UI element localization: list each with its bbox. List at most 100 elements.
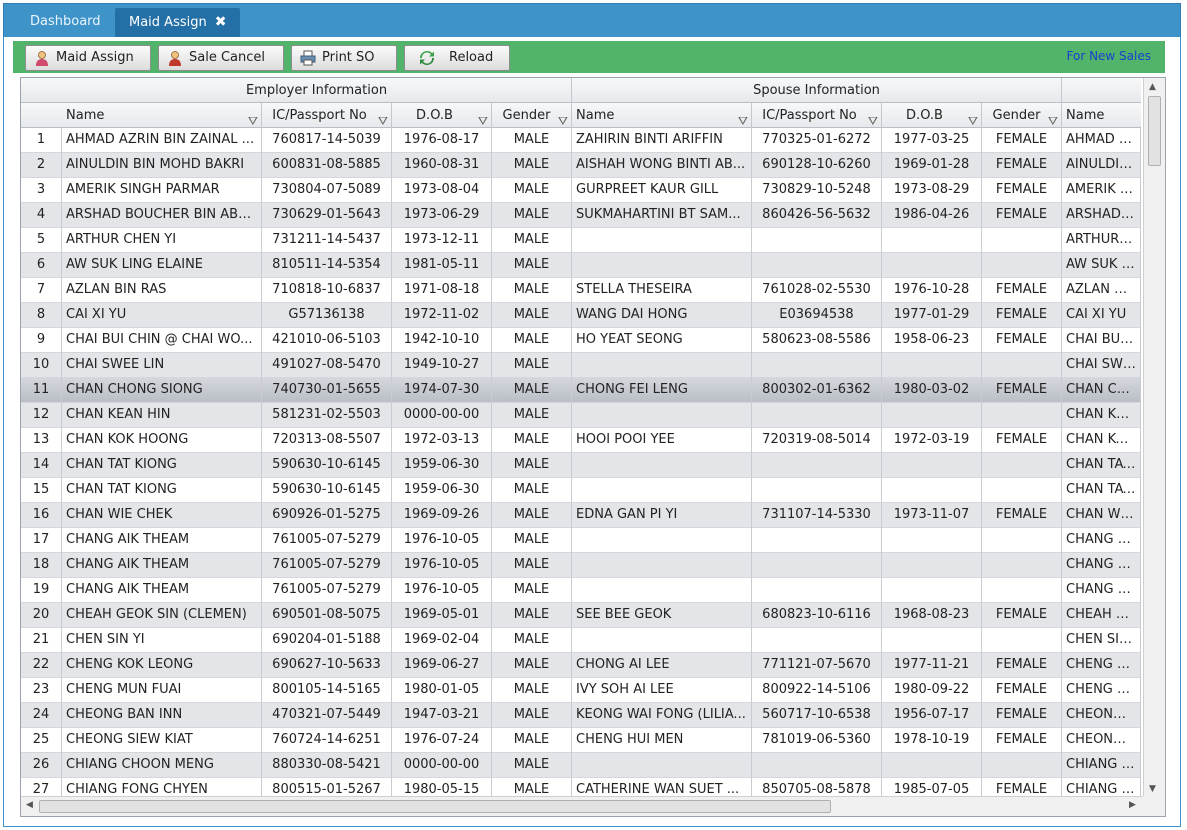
table-row[interactable]: 16 CHAN WIE CHEK 690926-01-5275 1969-09-26 M… <box>21 503 1141 528</box>
cell-s-ic[interactable]: 761028-02-5530 <box>752 278 882 303</box>
cell-dob[interactable]: 1976-10-05 <box>392 528 492 553</box>
filter-icon[interactable]: ⛛ <box>967 114 978 128</box>
cell-no[interactable]: 8 <box>21 303 62 328</box>
cell-s-name[interactable]: CHENG HUI MEN <box>572 728 752 753</box>
cell-dob[interactable]: 1980-01-05 <box>392 678 492 703</box>
cell-s-name[interactable]: WANG DAI HONG <box>572 303 752 328</box>
cell-s-name[interactable] <box>572 403 752 428</box>
cell-ic[interactable]: 690627-10-5633 <box>262 653 392 678</box>
cell-s-name[interactable]: EDNA GAN PI YI <box>572 503 752 528</box>
cell-s-ic[interactable] <box>752 453 882 478</box>
cell-dob[interactable]: 1972-03-13 <box>392 428 492 453</box>
cell-dob[interactable]: 0000-00-00 <box>392 753 492 778</box>
cell-s-dob[interactable] <box>882 553 982 578</box>
table-row[interactable]: 11 CHAN CHONG SIONG 740730-01-5655 1974-07-… <box>21 378 1141 403</box>
scroll-down-icon[interactable]: ▼ <box>1149 784 1156 794</box>
cell-ic[interactable]: 710818-10-6837 <box>262 278 392 303</box>
cell-gender[interactable]: MALE <box>492 353 572 378</box>
cell-x-name[interactable]: CHEONG SIE <box>1062 728 1141 753</box>
cell-s-ic[interactable] <box>752 553 882 578</box>
cell-gender[interactable]: MALE <box>492 703 572 728</box>
cell-s-ic[interactable] <box>752 578 882 603</box>
table-row[interactable]: 18 CHANG AIK THEAM 761005-07-5279 1976-10-0… <box>21 553 1141 578</box>
column-header-gender[interactable]: Gender ⛛ <box>492 103 572 128</box>
cell-no[interactable]: 1 <box>21 128 62 153</box>
cell-no[interactable]: 16 <box>21 503 62 528</box>
cell-x-name[interactable]: AMERIK SIN <box>1062 178 1141 203</box>
cell-ic[interactable]: 600831-08-5885 <box>262 153 392 178</box>
table-row[interactable]: 20 CHEAH GEOK SIN (CLEMEN) 690501-08-5075 1… <box>21 603 1141 628</box>
cell-gender[interactable]: MALE <box>492 228 572 253</box>
cell-s-name[interactable] <box>572 253 752 278</box>
cell-name[interactable]: CHANG AIK THEAM <box>62 528 262 553</box>
cell-x-name[interactable]: CHAI BUI CI <box>1062 328 1141 353</box>
cell-name[interactable]: CHAN CHONG SIONG <box>62 378 262 403</box>
cell-x-name[interactable]: CHAN TAT K <box>1062 453 1141 478</box>
cell-s-gender[interactable] <box>982 553 1062 578</box>
table-row[interactable]: 4 ARSHAD BOUCHER BIN ABD... 730629-01-5643… <box>21 203 1141 228</box>
cell-s-name[interactable]: IVY SOH AI LEE <box>572 678 752 703</box>
cell-x-name[interactable]: CHENG KOK <box>1062 653 1141 678</box>
cell-ic[interactable]: 470321-07-5449 <box>262 703 392 728</box>
cell-no[interactable]: 5 <box>21 228 62 253</box>
cell-s-dob[interactable]: 1958-06-23 <box>882 328 982 353</box>
cell-x-name[interactable]: CHEAH GEO <box>1062 603 1141 628</box>
cell-dob[interactable]: 1972-11-02 <box>392 303 492 328</box>
table-row[interactable]: 2 AINULDIN BIN MOHD BAKRI 600831-08-5885 19… <box>21 153 1141 178</box>
cell-name[interactable]: CHENG KOK LEONG <box>62 653 262 678</box>
cell-s-dob[interactable] <box>882 353 982 378</box>
scroll-right-icon[interactable]: ▶ <box>1129 800 1136 810</box>
cell-dob[interactable]: 1976-07-24 <box>392 728 492 753</box>
cell-s-name[interactable] <box>572 628 752 653</box>
cell-s-ic[interactable]: 800922-14-5106 <box>752 678 882 703</box>
cell-gender[interactable]: MALE <box>492 478 572 503</box>
cell-ic[interactable]: 760724-14-6251 <box>262 728 392 753</box>
cell-no[interactable]: 14 <box>21 453 62 478</box>
scroll-left-icon[interactable]: ◀ <box>26 800 33 810</box>
cell-gender[interactable]: MALE <box>492 553 572 578</box>
cell-s-gender[interactable]: FEMALE <box>982 728 1062 753</box>
filter-icon[interactable]: ⛛ <box>247 114 258 128</box>
cell-s-name[interactable]: ZAHIRIN BINTI ARIFFIN <box>572 128 752 153</box>
cell-s-name[interactable] <box>572 753 752 778</box>
cell-s-gender[interactable] <box>982 403 1062 428</box>
cell-dob[interactable]: 1959-06-30 <box>392 453 492 478</box>
cell-ic[interactable]: 690501-08-5075 <box>262 603 392 628</box>
cell-s-ic[interactable]: 860426-56-5632 <box>752 203 882 228</box>
filter-icon[interactable]: ⛛ <box>737 114 748 128</box>
cell-dob[interactable]: 1969-06-27 <box>392 653 492 678</box>
cell-name[interactable]: CHAN KOK HOONG <box>62 428 262 453</box>
filter-icon[interactable]: ⛛ <box>477 114 488 128</box>
cell-s-name[interactable] <box>572 228 752 253</box>
cell-ic[interactable]: 810511-14-5354 <box>262 253 392 278</box>
cell-s-ic[interactable] <box>752 353 882 378</box>
cell-s-gender[interactable]: FEMALE <box>982 203 1062 228</box>
cell-s-gender[interactable] <box>982 353 1062 378</box>
table-row[interactable]: 5 ARTHUR CHEN YI 731211-14-5437 1973-12-11 M… <box>21 228 1141 253</box>
column-header-extra-name[interactable]: Name <box>1062 103 1141 128</box>
cell-s-gender[interactable] <box>982 478 1062 503</box>
maid-assign-button[interactable]: Maid Assign <box>25 45 151 71</box>
cell-ic[interactable]: 690204-01-5188 <box>262 628 392 653</box>
cell-x-name[interactable]: AW SUK LIN <box>1062 253 1141 278</box>
cell-name[interactable]: CHAN TAT KIONG <box>62 453 262 478</box>
cell-s-name[interactable]: CHONG AI LEE <box>572 653 752 678</box>
cell-s-dob[interactable]: 1956-07-17 <box>882 703 982 728</box>
cell-x-name[interactable]: AHMAD AZR <box>1062 128 1141 153</box>
cell-s-gender[interactable] <box>982 753 1062 778</box>
cell-s-name[interactable]: SUKMAHARTINI BT SAM... <box>572 203 752 228</box>
cell-gender[interactable]: MALE <box>492 303 572 328</box>
cell-no[interactable]: 15 <box>21 478 62 503</box>
cell-x-name[interactable]: CHANG AIK <box>1062 578 1141 603</box>
cell-name[interactable]: CHIANG FONG CHYEN <box>62 778 262 798</box>
cell-s-dob[interactable]: 1978-10-19 <box>882 728 982 753</box>
column-header-ic[interactable]: IC/Passport No ⛛ <box>262 103 392 128</box>
cell-no[interactable]: 2 <box>21 153 62 178</box>
scroll-up-icon[interactable]: ▲ <box>1149 82 1156 92</box>
cell-gender[interactable]: MALE <box>492 503 572 528</box>
cell-s-name[interactable]: STELLA THESEIRA <box>572 278 752 303</box>
cell-gender[interactable]: MALE <box>492 328 572 353</box>
cell-name[interactable]: ARTHUR CHEN YI <box>62 228 262 253</box>
table-row[interactable]: 22 CHENG KOK LEONG 690627-10-5633 1969-06-2… <box>21 653 1141 678</box>
table-row[interactable]: 3 AMERIK SINGH PARMAR 730804-07-5089 1973-0… <box>21 178 1141 203</box>
